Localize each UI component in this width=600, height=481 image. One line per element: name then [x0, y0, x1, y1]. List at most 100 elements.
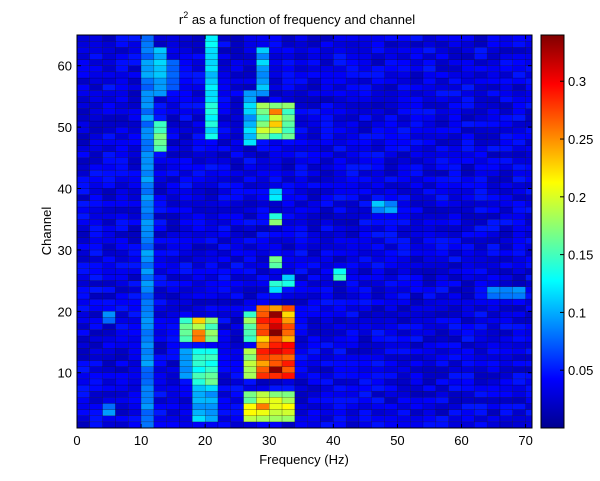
heatmap-cell [308, 262, 321, 268]
heatmap-cell [128, 133, 141, 139]
heatmap-cell [487, 238, 500, 244]
heatmap-cell [346, 195, 359, 201]
heatmap-cell [128, 311, 141, 317]
heatmap-cell [359, 422, 372, 428]
heatmap-cell [180, 336, 193, 342]
heatmap-cell [410, 342, 423, 348]
heatmap-cell [487, 232, 500, 238]
heatmap-cell [513, 152, 526, 158]
heatmap-cell [449, 373, 462, 379]
heatmap-cell [500, 115, 513, 121]
heatmap-cell [154, 41, 167, 47]
heatmap-cell [141, 391, 154, 397]
heatmap-cell [77, 256, 90, 262]
heatmap-cell [256, 367, 269, 373]
heatmap-cell [180, 146, 193, 152]
heatmap-cell [282, 41, 295, 47]
heatmap-cell [218, 35, 231, 41]
heatmap-cell [526, 379, 532, 385]
heatmap-cell [321, 139, 334, 145]
heatmap-cell [218, 72, 231, 78]
heatmap-cell [333, 299, 346, 305]
heatmap-cell [487, 244, 500, 250]
heatmap-cell [462, 109, 475, 115]
heatmap-cell [90, 360, 103, 366]
heatmap-cell [526, 244, 532, 250]
heatmap-cell [397, 72, 410, 78]
heatmap-cell [397, 397, 410, 403]
heatmap-cell [218, 146, 231, 152]
heatmap-cell [77, 317, 90, 323]
heatmap-cell [372, 397, 385, 403]
heatmap-cell [385, 146, 398, 152]
heatmap-cell [346, 41, 359, 47]
heatmap-cell [180, 225, 193, 231]
heatmap-cell [167, 146, 180, 152]
heatmap-cell [321, 47, 334, 53]
heatmap-cell [77, 53, 90, 59]
heatmap-cell [141, 66, 154, 72]
heatmap-cell [526, 281, 532, 287]
heatmap-cell [321, 115, 334, 121]
heatmap-cell [244, 72, 257, 78]
heatmap-cell [231, 317, 244, 323]
heatmap-cell [256, 127, 269, 133]
heatmap-cell [115, 213, 128, 219]
heatmap-cell [244, 60, 257, 66]
heatmap-cell [410, 176, 423, 182]
heatmap-cell [90, 152, 103, 158]
heatmap-cell [128, 317, 141, 323]
heatmap-cell [385, 53, 398, 59]
heatmap-cell [295, 47, 308, 53]
heatmap-cell [167, 219, 180, 225]
heatmap-cell [423, 299, 436, 305]
heatmap-cell [154, 164, 167, 170]
heatmap-cell [449, 324, 462, 330]
heatmap-cell [244, 84, 257, 90]
heatmap-cell [269, 115, 282, 121]
heatmap-cell [141, 201, 154, 207]
heatmap-cell [462, 182, 475, 188]
heatmap-cell [436, 96, 449, 102]
heatmap-cell [526, 299, 532, 305]
heatmap-cell [526, 41, 532, 47]
heatmap-cell [385, 109, 398, 115]
heatmap-cell [90, 109, 103, 115]
heatmap-cell [513, 367, 526, 373]
heatmap-cell [397, 281, 410, 287]
heatmap-cell [192, 41, 205, 47]
heatmap-cell [474, 121, 487, 127]
heatmap-cell [308, 311, 321, 317]
heatmap-cell [218, 238, 231, 244]
heatmap-cell [385, 78, 398, 84]
heatmap-cell [115, 330, 128, 336]
heatmap-cell [333, 293, 346, 299]
heatmap-cell [205, 385, 218, 391]
heatmap-cell [205, 324, 218, 330]
heatmap-cell [154, 311, 167, 317]
heatmap-cell [192, 152, 205, 158]
heatmap-cell [397, 293, 410, 299]
heatmap-cell [308, 268, 321, 274]
heatmap-cell [397, 416, 410, 422]
heatmap-cell [77, 385, 90, 391]
heatmap-cell [372, 90, 385, 96]
heatmap-cell [154, 391, 167, 397]
heatmap-cell [115, 72, 128, 78]
heatmap-cell [103, 35, 116, 41]
heatmap-cell [385, 139, 398, 145]
heatmap-cell [308, 182, 321, 188]
heatmap-cell [487, 385, 500, 391]
heatmap-cell [154, 84, 167, 90]
heatmap-cell [487, 342, 500, 348]
heatmap-cell [269, 281, 282, 287]
heatmap-cell [180, 90, 193, 96]
heatmap-cell [103, 195, 116, 201]
heatmap-cell [295, 373, 308, 379]
heatmap-cell [474, 311, 487, 317]
heatmap-cell [244, 139, 257, 145]
heatmap-cell [462, 232, 475, 238]
heatmap-cell [256, 121, 269, 127]
heatmap-cell [282, 109, 295, 115]
heatmap-cell [90, 324, 103, 330]
